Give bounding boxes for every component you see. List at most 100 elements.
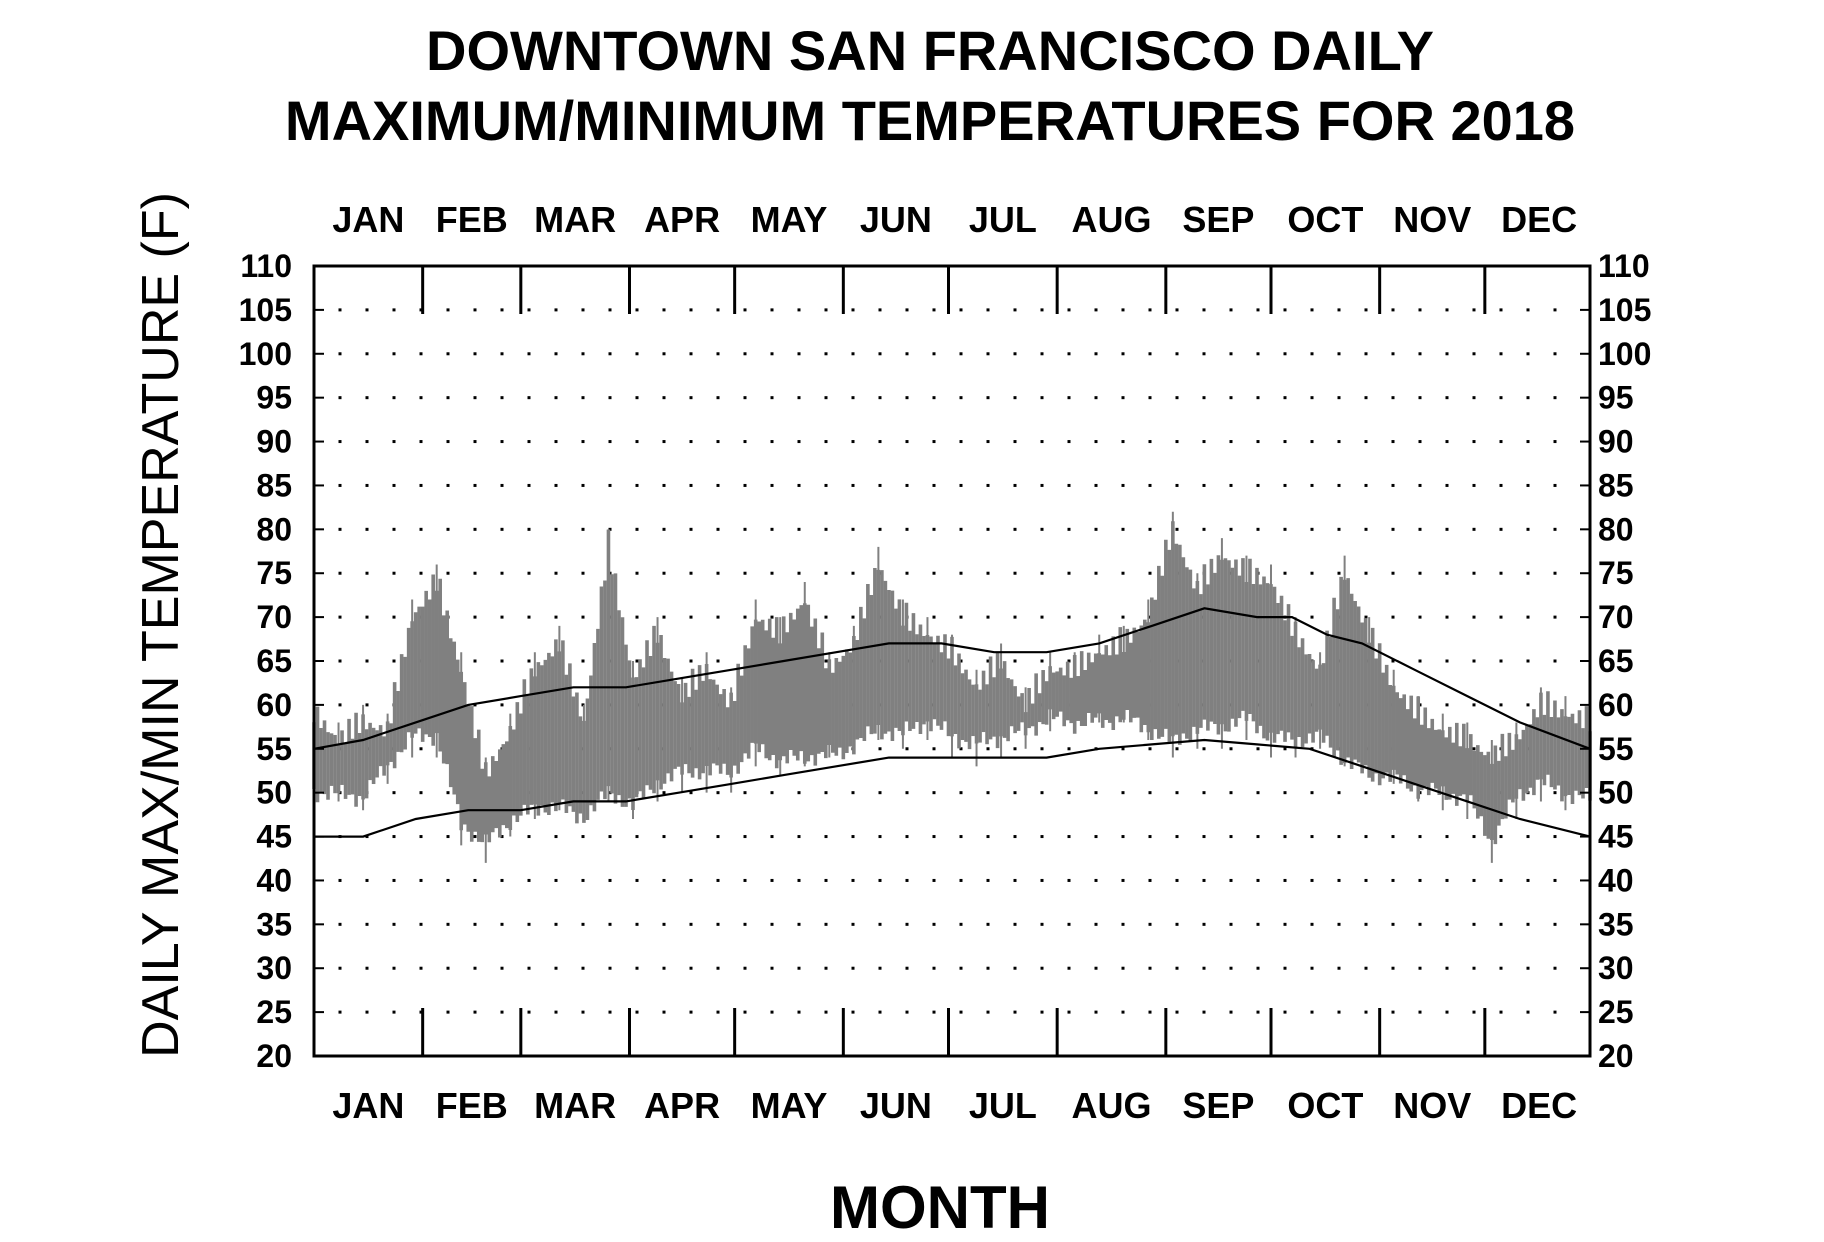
grid-dot (338, 483, 342, 487)
grid-dot (419, 483, 423, 487)
grid-dot (1553, 966, 1557, 970)
grid-dot (770, 483, 774, 487)
grid-dot (1175, 352, 1179, 356)
grid-dot (392, 615, 396, 619)
y-tick-label-right: 40 (1598, 862, 1634, 898)
y-tick-label-right: 20 (1598, 1038, 1634, 1074)
grid-dot (1067, 922, 1071, 926)
grid-dot (1283, 527, 1287, 531)
grid-dot (500, 396, 504, 400)
grid-dot (1283, 747, 1287, 751)
month-label-bottom: AUG (1072, 1085, 1152, 1126)
grid-dot (878, 308, 882, 312)
grid-dot (1256, 1010, 1260, 1014)
y-tick-label-left: 85 (256, 467, 292, 503)
grid-dot (1553, 571, 1557, 575)
grid-dot (959, 878, 963, 882)
grid-dot (1553, 835, 1557, 839)
grid-dot (1283, 308, 1287, 312)
grid-dot (581, 878, 585, 882)
grid-dot (1013, 308, 1017, 312)
grid-dot (1229, 396, 1233, 400)
grid-dot (824, 966, 828, 970)
grid-dot (635, 571, 639, 575)
month-label-bottom: APR (644, 1085, 720, 1126)
grid-dot (1202, 308, 1206, 312)
grid-dot (1067, 747, 1071, 751)
y-tick-label-left: 25 (256, 994, 292, 1030)
grid-dot (1472, 835, 1476, 839)
grid-dot (1148, 352, 1152, 356)
grid-dot (770, 1010, 774, 1014)
grid-dot (797, 396, 801, 400)
grid-dot (932, 527, 936, 531)
y-tick-label-left: 60 (256, 687, 292, 723)
grid-dot (392, 527, 396, 531)
grid-dot (1310, 615, 1314, 619)
grid-dot (1202, 527, 1206, 531)
grid-dot (1472, 527, 1476, 531)
grid-dot (1040, 571, 1044, 575)
y-tick-label-left: 45 (256, 819, 292, 855)
grid-dot (635, 615, 639, 619)
grid-dot (959, 835, 963, 839)
grid-dot (1472, 659, 1476, 663)
grid-dot (770, 396, 774, 400)
grid-dot (1256, 747, 1260, 751)
daily-range-series (312, 511, 1592, 863)
grid-dot (1040, 659, 1044, 663)
grid-dot (851, 835, 855, 839)
grid-dot (689, 396, 693, 400)
grid-dot (743, 615, 747, 619)
grid-dot (986, 483, 990, 487)
grid-dot (689, 308, 693, 312)
grid-dot (824, 352, 828, 356)
grid-dot (500, 878, 504, 882)
grid-dot (365, 922, 369, 926)
grid-dot (527, 571, 531, 575)
grid-dot (770, 440, 774, 444)
grid-dot (365, 440, 369, 444)
grid-dot (1526, 308, 1530, 312)
grid-dot (527, 308, 531, 312)
grid-dot (392, 966, 396, 970)
grid-dot (1067, 878, 1071, 882)
grid-dot (1148, 835, 1152, 839)
grid-dot (1337, 440, 1341, 444)
grid-dot (554, 922, 558, 926)
grid-dot (986, 878, 990, 882)
grid-dot (986, 308, 990, 312)
y-tick-label-left: 100 (239, 336, 292, 372)
grid-dot (1094, 527, 1098, 531)
grid-dot (851, 966, 855, 970)
grid-dot (878, 1010, 882, 1014)
grid-dot (419, 747, 423, 751)
grid-dot (1175, 308, 1179, 312)
grid-dot (635, 966, 639, 970)
grid-dot (743, 966, 747, 970)
grid-dot (554, 1010, 558, 1014)
grid-dot (1013, 922, 1017, 926)
grid-dot (392, 483, 396, 487)
month-label-bottom: SEP (1182, 1085, 1254, 1126)
grid-dot (1418, 352, 1422, 356)
grid-dot (1445, 835, 1449, 839)
grid-dot (1175, 527, 1179, 531)
grid-dot (1337, 878, 1341, 882)
grid-dot (716, 791, 720, 795)
grid-dot (608, 922, 612, 926)
grid-dot (851, 791, 855, 795)
grid-dot (662, 396, 666, 400)
grid-dot (1499, 703, 1503, 707)
grid-dot (716, 571, 720, 575)
grid-dot (392, 1010, 396, 1014)
grid-dot (527, 352, 531, 356)
y-tick-label-left: 70 (256, 599, 292, 635)
grid-dot (743, 1010, 747, 1014)
y-tick-label-right: 105 (1598, 292, 1651, 328)
grid-dot (1445, 966, 1449, 970)
grid-dot (1040, 352, 1044, 356)
grid-dot (959, 308, 963, 312)
grid-dot (662, 527, 666, 531)
grid-dot (1553, 791, 1557, 795)
